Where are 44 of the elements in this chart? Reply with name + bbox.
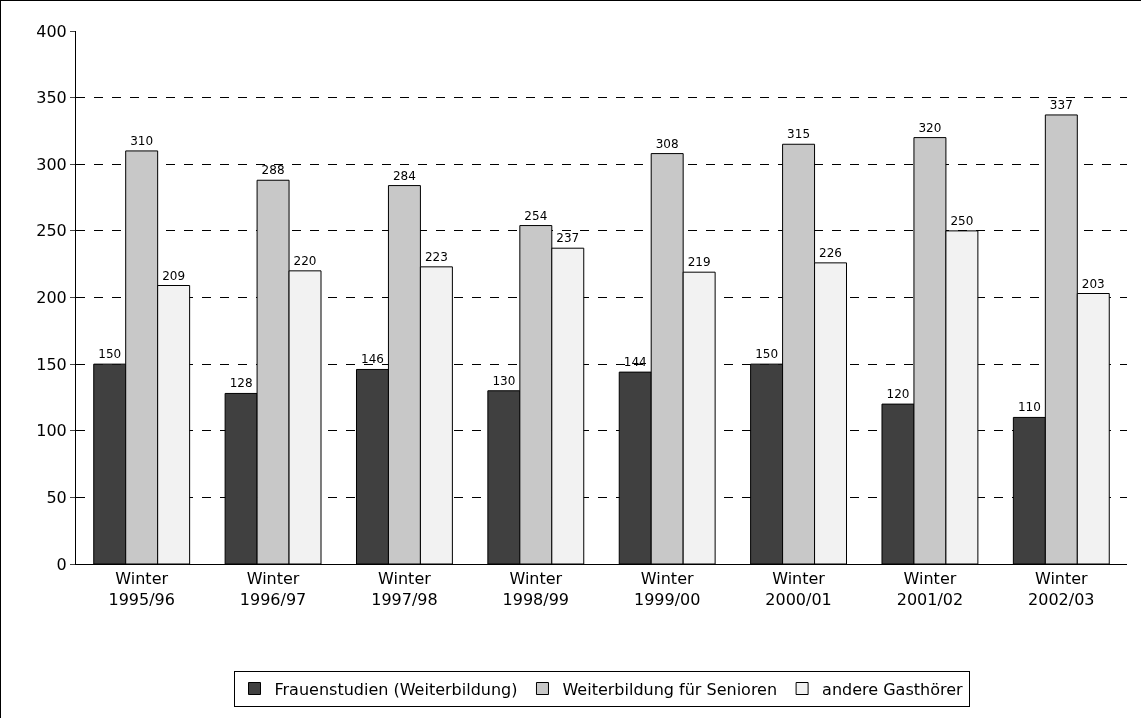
data-label: 150 [755, 347, 779, 362]
data-label: 320 [918, 120, 942, 135]
data-label: 144 [623, 355, 647, 370]
x-tick-label: Winter 1995/96 [108, 569, 175, 609]
data-label: 284 [392, 168, 416, 183]
data-label: 220 [293, 253, 317, 268]
data-label: 150 [98, 347, 122, 362]
y-tick-label: 400 [36, 21, 67, 41]
data-label: 219 [687, 255, 711, 270]
y-tick-label: 300 [36, 154, 67, 174]
y-tick-label: 0 [56, 554, 67, 574]
data-label: 110 [1017, 400, 1041, 415]
x-tick-label: Winter 2002/03 [1028, 569, 1095, 609]
data-label: 226 [819, 245, 842, 260]
data-label: 310 [130, 133, 154, 148]
data-label: 209 [162, 268, 186, 283]
x-tick-label: Winter 1998/99 [502, 569, 570, 609]
data-label: 237 [556, 231, 580, 246]
y-tick-label: 350 [36, 88, 67, 108]
data-label: 130 [492, 373, 516, 388]
y-tick-label: 250 [36, 221, 67, 241]
x-tick-label: Winter 2000/01 [765, 569, 832, 609]
data-label: 203 [1081, 276, 1105, 291]
legend-label: andere Gasthörer [822, 679, 964, 699]
x-tick-label: Winter 1996/97 [239, 569, 307, 609]
y-tick-label: 50 [46, 487, 67, 507]
data-label: 254 [524, 208, 548, 223]
y-tick-label: 100 [36, 421, 67, 441]
data-label: 146 [361, 352, 384, 367]
x-tick-label: Winter 1997/98 [371, 569, 438, 609]
x-tick-label: Winter 2001/02 [896, 569, 964, 609]
legend-label: Weiterbildung für Senioren [562, 679, 778, 699]
data-label: 250 [950, 213, 974, 228]
data-label: 337 [1049, 97, 1073, 112]
data-label: 128 [229, 376, 253, 391]
x-tick-label: Winter 1999/00 [633, 569, 701, 609]
y-tick-label: 200 [36, 288, 67, 308]
data-label: 315 [787, 127, 811, 142]
data-label: 308 [655, 136, 679, 151]
data-label: 223 [424, 249, 448, 264]
data-label: 288 [261, 163, 285, 178]
data-label: 120 [886, 387, 910, 402]
y-tick-label: 150 [36, 354, 67, 374]
legend-label: Frauenstudien (Weiterbildung) [274, 679, 518, 699]
